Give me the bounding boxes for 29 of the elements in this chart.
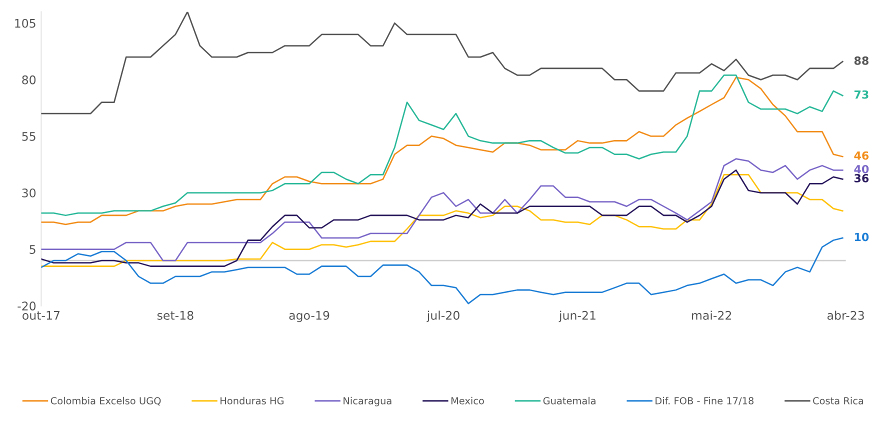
data-label: 73 xyxy=(854,90,868,99)
x-tick-label: set-18 xyxy=(157,310,194,320)
data-label: 36 xyxy=(854,174,869,182)
y-tick-label: 80 xyxy=(22,75,36,84)
legend-label: Mexico xyxy=(451,396,484,404)
x-tick-label: jun-21 xyxy=(558,310,596,322)
y-tick-label: -20 xyxy=(18,302,36,310)
x-tick-label: jul-20 xyxy=(426,310,460,322)
legend-label: Guatemala xyxy=(543,396,596,404)
line-series xyxy=(41,237,844,304)
x-tick-label: mai-22 xyxy=(692,310,732,320)
y-tick-label: 105 xyxy=(15,18,36,28)
legend-label: Nicaragua xyxy=(344,396,392,406)
data-label: 46 xyxy=(854,151,869,160)
x-tick-label: abr-23 xyxy=(827,310,864,320)
legend-label: Costa Rica xyxy=(813,396,864,404)
data-label: 10 xyxy=(854,232,869,242)
legend-label: Colombia Excelso UGQ xyxy=(50,396,161,406)
y-tick-label: 55 xyxy=(22,132,36,141)
y-tick-label: 5 xyxy=(30,245,36,254)
y-tick-label: 30 xyxy=(22,188,36,198)
line-series xyxy=(41,12,844,114)
legend-label: Dif. FOB - Fine 17/18 xyxy=(656,396,754,406)
x-tick-label: out-17 xyxy=(22,311,60,320)
legend-label: Honduras HG xyxy=(220,396,284,404)
x-tick-label: ago-19 xyxy=(289,310,330,322)
data-label: 40 xyxy=(854,164,869,174)
line-series xyxy=(41,158,844,262)
data-label: 88 xyxy=(854,56,868,65)
